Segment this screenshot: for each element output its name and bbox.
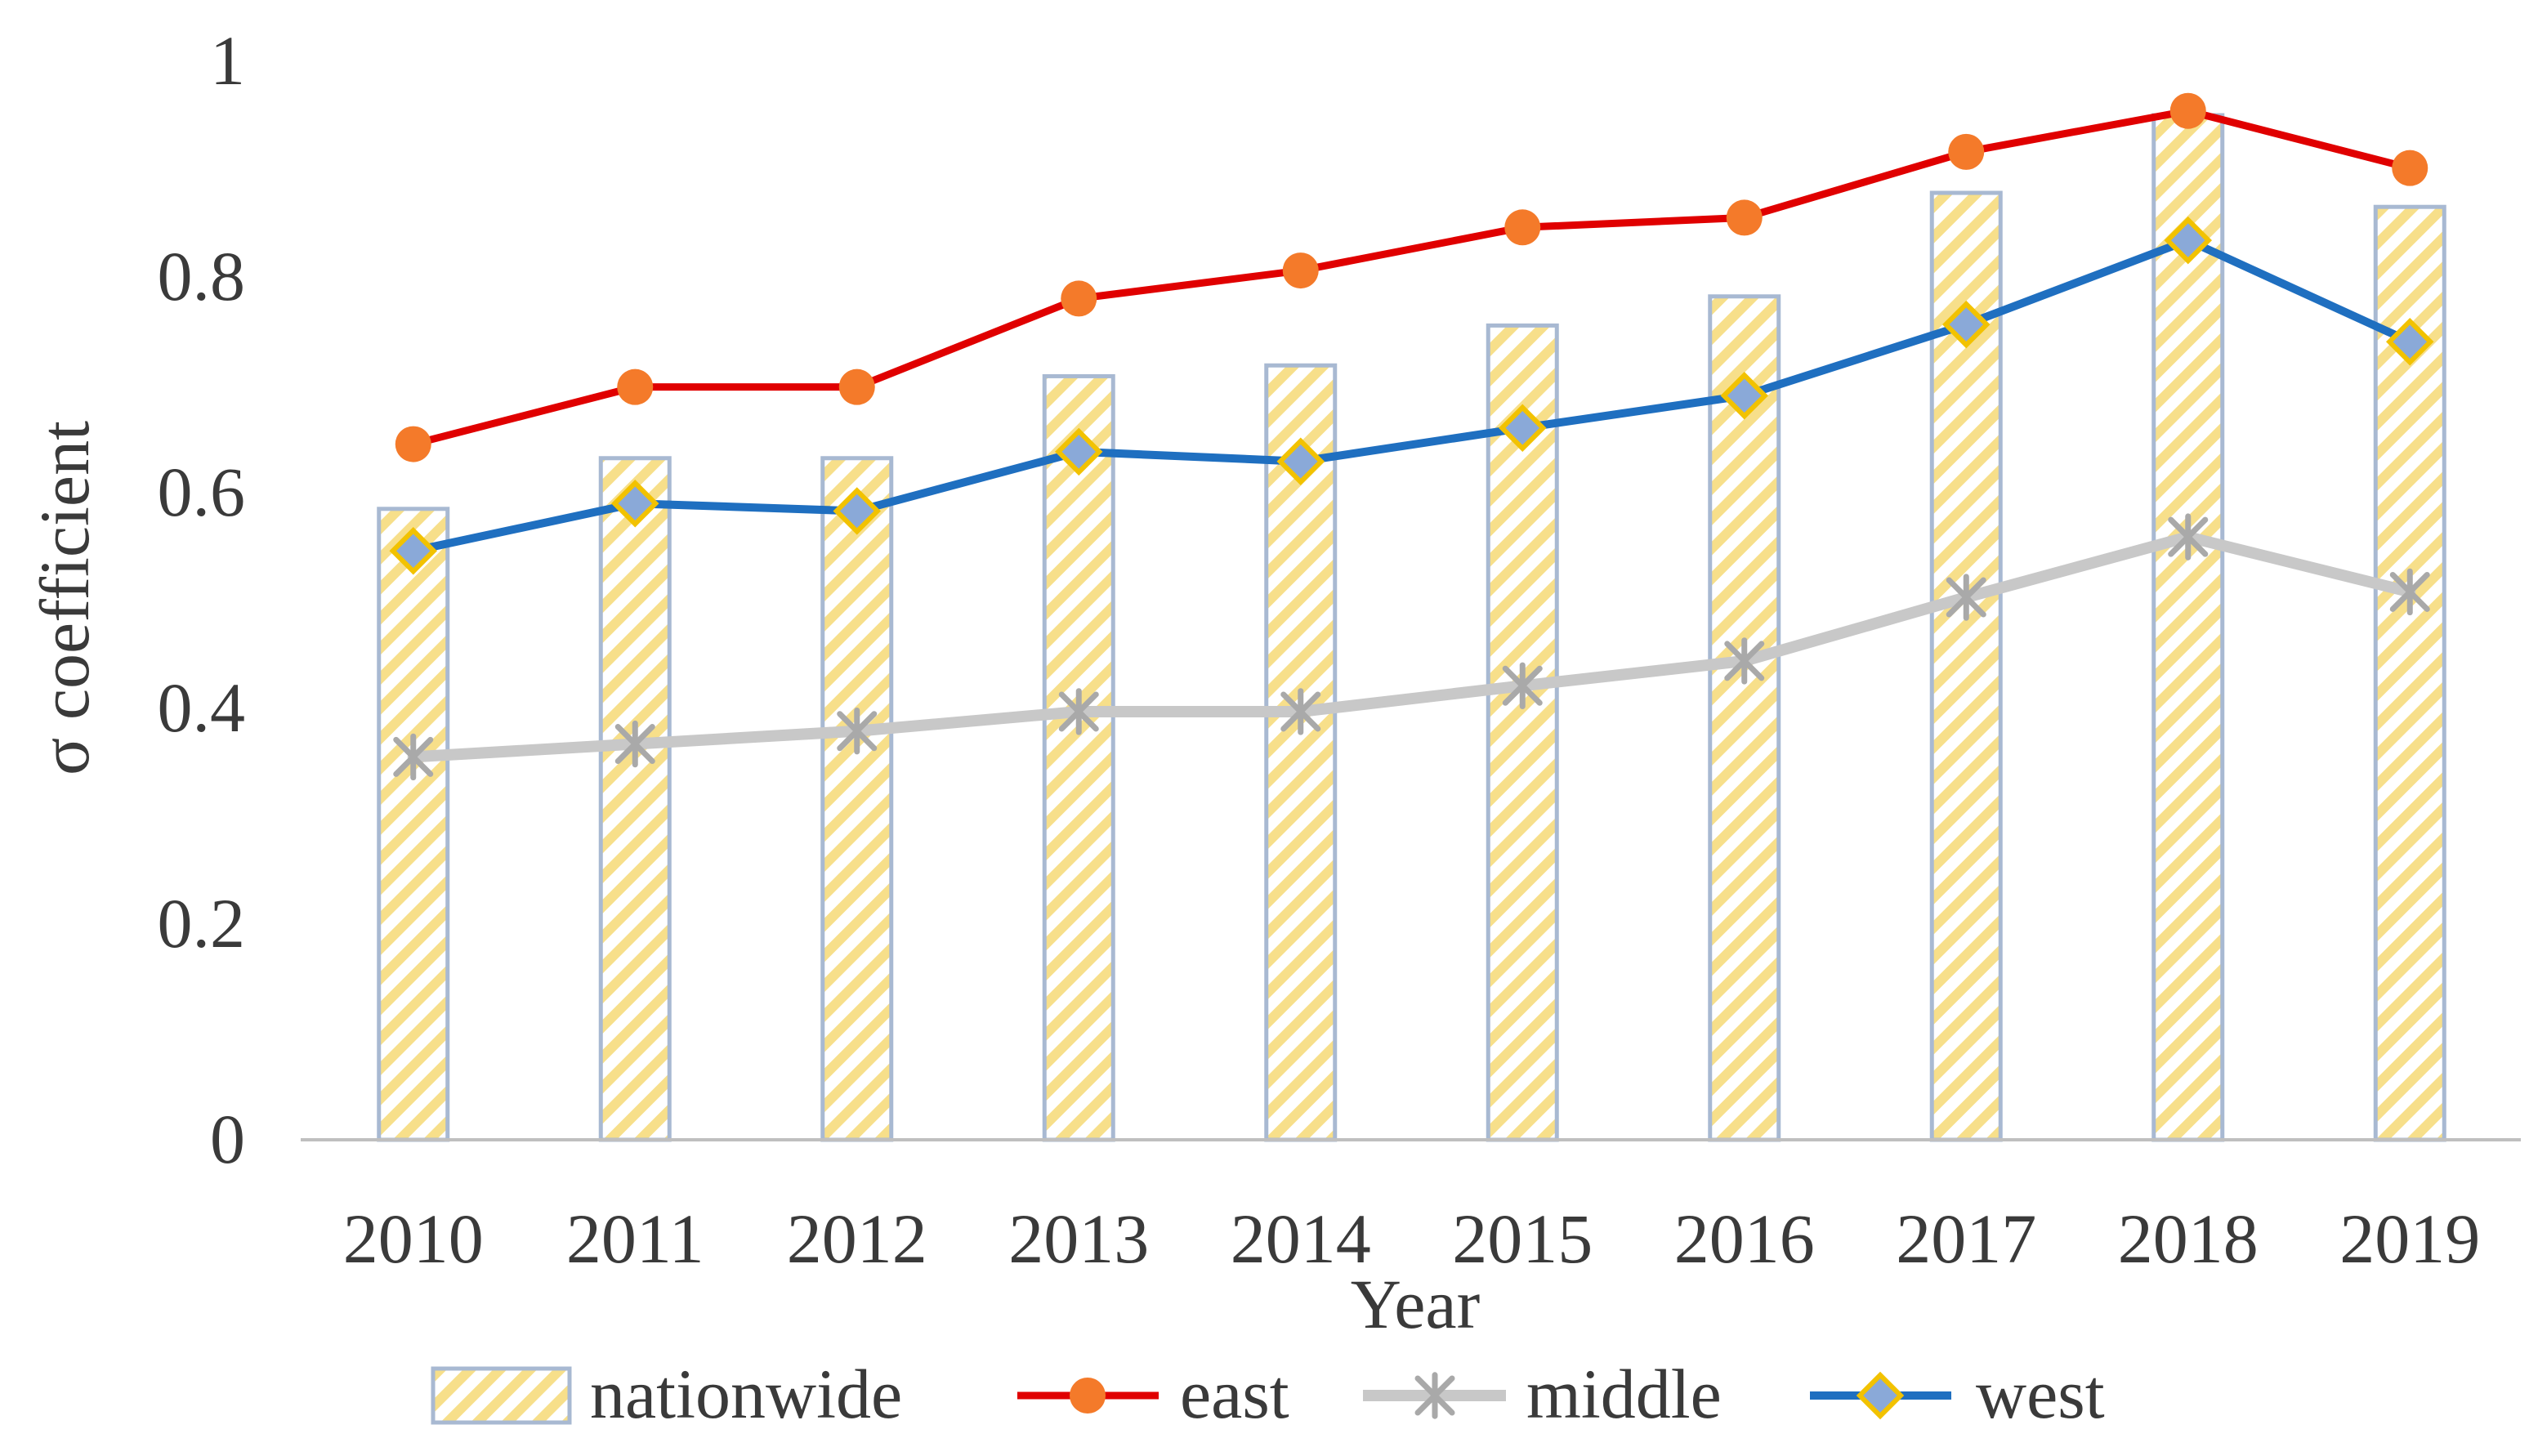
bar-nationwide-2015 (1486, 323, 1559, 1142)
marker-middle-2015 (1502, 662, 1543, 709)
y-tick-label: 0 (210, 1100, 245, 1178)
marker-east-2011 (617, 368, 654, 405)
legend-item-west: west (1810, 1355, 2105, 1433)
marker-west-2019 (2386, 317, 2434, 366)
marker-east-2017 (1948, 133, 1985, 170)
marker-west-2017 (1942, 300, 1991, 349)
bar-nationwide-2014 (1264, 363, 1338, 1142)
marker-middle-2011 (614, 720, 655, 768)
legend-item-east: east (1017, 1355, 1289, 1433)
marker-middle-2016 (1724, 637, 1765, 685)
x-axis-tick-labels: 2010 2011 2012 2013 2014 2015 2016 2017 2018 2019 (343, 1199, 2481, 1278)
legend-label-west: west (1976, 1355, 2105, 1433)
x-tick-label-2018: 2018 (2118, 1199, 2259, 1278)
marker-west-2016 (1720, 371, 1768, 420)
marker-east-2014 (1282, 252, 1319, 289)
marker-middle-2012 (837, 708, 878, 755)
bar-nationwide-2019 (2373, 204, 2446, 1142)
marker-middle-2014 (1280, 688, 1321, 735)
marker-east-2016 (1726, 199, 1763, 236)
bar-nationwide-2013 (1042, 373, 1115, 1142)
marker-east-2015 (1504, 209, 1541, 246)
legend-swatch-nationwide (431, 1366, 572, 1425)
legend-label-east: east (1180, 1355, 1289, 1433)
y-tick-label: 1 (210, 21, 245, 100)
line-west (409, 236, 2415, 556)
marker-west-2010 (389, 527, 437, 575)
line-middle (407, 531, 2416, 763)
marker-east-2018 (2169, 92, 2206, 129)
y-tick-label: 0.6 (158, 453, 246, 531)
y-axis-title: σ coefficient (25, 421, 104, 775)
legend-marker-east (1070, 1378, 1106, 1414)
marker-west-2018 (2164, 216, 2212, 265)
y-tick-label: 0.8 (158, 237, 246, 315)
marker-east-2012 (838, 368, 875, 405)
legend: nationwide east middle west (431, 1355, 2105, 1433)
series-lines (407, 107, 2416, 763)
x-tick-label-2019: 2019 (2339, 1199, 2480, 1278)
legend-marker-middle (1414, 1372, 1455, 1419)
x-tick-label-2015: 2015 (1452, 1199, 1593, 1278)
y-tick-label: 0.2 (158, 884, 246, 962)
x-tick-label-2012: 2012 (787, 1199, 927, 1278)
marker-middle-2017 (1946, 574, 1986, 621)
x-tick-label-2013: 2013 (1008, 1199, 1149, 1278)
marker-middle-2010 (393, 733, 434, 781)
marker-middle-2019 (2389, 568, 2430, 616)
legend-marker-west (1856, 1371, 1905, 1420)
marker-middle-2013 (1058, 688, 1099, 735)
x-axis-title: Year (1351, 1265, 1480, 1343)
marker-east-2013 (1061, 280, 1097, 317)
bar-nationwide-2018 (2151, 113, 2225, 1142)
bar-nationwide-2010 (377, 507, 450, 1142)
marker-west-2013 (1055, 427, 1103, 476)
marker-east-2010 (395, 426, 431, 462)
x-tick-label-2011: 2011 (566, 1199, 704, 1278)
x-tick-label-2014: 2014 (1231, 1199, 1371, 1278)
y-tick-label: 0.4 (158, 668, 246, 747)
x-tick-label-2016: 2016 (1674, 1199, 1815, 1278)
marker-east-2019 (2392, 150, 2428, 186)
marker-west-2011 (611, 479, 659, 528)
nationwide-bars (377, 113, 2446, 1142)
bar-nationwide-2011 (598, 456, 672, 1142)
series-markers (389, 92, 2434, 781)
marker-west-2015 (1499, 404, 1547, 453)
legend-label-nationwide: nationwide (590, 1355, 902, 1433)
x-tick-label-2010: 2010 (343, 1199, 484, 1278)
bar-nationwide-2012 (820, 456, 894, 1142)
legend-label-middle: middle (1526, 1355, 1722, 1433)
y-axis-tick-labels: 0 0.2 0.4 0.6 0.8 1 (158, 21, 246, 1178)
legend-item-middle: middle (1363, 1355, 1722, 1433)
marker-west-2014 (1276, 437, 1325, 485)
x-tick-label-2017: 2017 (1896, 1199, 2036, 1278)
bar-nationwide-2016 (1708, 294, 1781, 1142)
legend-item-nationwide: nationwide (431, 1355, 902, 1433)
marker-middle-2018 (2168, 513, 2209, 561)
line-east (409, 107, 2414, 449)
marker-west-2012 (833, 487, 881, 535)
